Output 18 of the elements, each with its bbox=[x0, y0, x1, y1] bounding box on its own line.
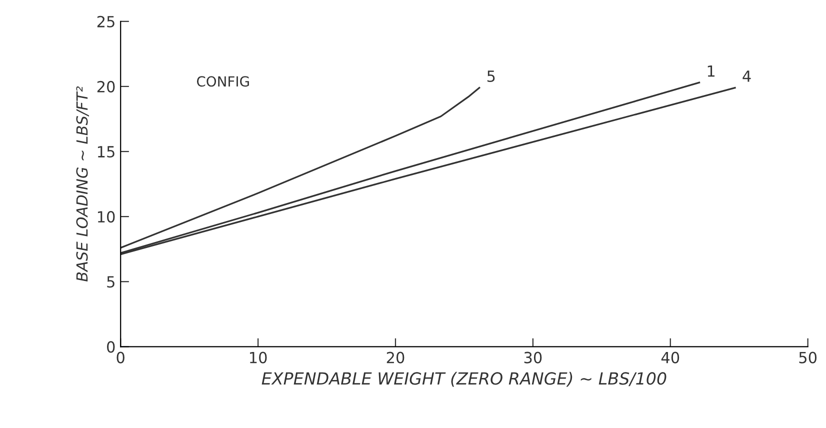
x-tick-label: 10 bbox=[250, 352, 267, 364]
x-tick-label: 0 bbox=[116, 352, 124, 364]
annotation: CONFIG bbox=[196, 76, 249, 87]
y-tick-label: 25 bbox=[97, 16, 114, 28]
y-tick-label: 15 bbox=[98, 146, 114, 158]
series-label: 4 bbox=[742, 70, 751, 82]
y-axis-title: BASE LOADING ~ LBS/FT² bbox=[76, 86, 89, 282]
x-tick-label: 20 bbox=[386, 352, 404, 364]
x-axis-title: EXPENDABLE WEIGHT (ZERO RANGE) ~ LBS/100 bbox=[262, 372, 666, 387]
y-tick-label: 0 bbox=[107, 341, 115, 353]
x-tick-label: 50 bbox=[799, 352, 817, 364]
y-tick-label: 5 bbox=[107, 276, 114, 288]
x-tick-label: 40 bbox=[661, 352, 680, 364]
y-tick-label: 20 bbox=[97, 80, 115, 92]
series-label: 1 bbox=[708, 65, 714, 77]
series-label: 5 bbox=[487, 70, 495, 82]
y-tick-label: 10 bbox=[98, 211, 115, 223]
x-tick-label: 30 bbox=[524, 352, 542, 364]
